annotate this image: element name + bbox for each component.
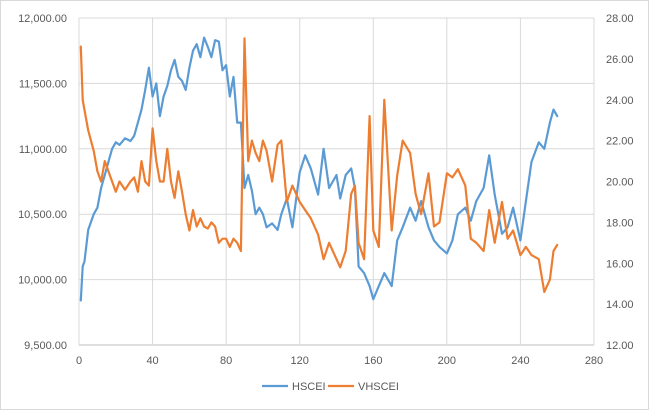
y2-tick-label: 22.00 <box>606 136 634 148</box>
y-tick-label: 11,000.00 <box>19 144 67 156</box>
gridlines <box>78 17 595 346</box>
x-tick-label: 40 <box>146 355 158 367</box>
y2-axis-ticks: 12.00 14.00 16.00 18.00 20.00 22.00 24.00 26.00… <box>606 13 634 352</box>
legend-label-vhscei: VHSCEI <box>358 381 399 393</box>
y2-tick-label: 24.00 <box>606 95 634 107</box>
y2-tick-label: 14.00 <box>606 299 634 311</box>
y2-tick-label: 26.00 <box>606 54 634 66</box>
series-line-vhscei <box>79 37 559 293</box>
legend: HSCEI VHSCEI <box>262 381 399 393</box>
x-tick-label: 200 <box>438 355 456 367</box>
y-tick-label: 9,500.00 <box>24 340 67 352</box>
y2-tick-label: 16.00 <box>606 258 634 270</box>
y2-tick-label: 18.00 <box>606 217 634 229</box>
x-tick-label: 0 <box>76 355 82 367</box>
y-axis-ticks: 9,500.00 10,000.00 10,500.00 11,000.00 11,50… <box>18 13 67 352</box>
series-line-hscei <box>79 36 559 302</box>
y-tick-label: 10,500.00 <box>18 209 67 221</box>
y2-tick-label: 28.00 <box>606 13 634 25</box>
y2-tick-label: 20.00 <box>606 177 634 189</box>
x-tick-label: 120 <box>291 355 309 367</box>
y-tick-label: 12,000.00 <box>18 13 67 25</box>
y2-tick-label: 12.00 <box>606 340 634 352</box>
x-axis-ticks: 0 40 80 120 160 200 240 280 <box>76 355 603 367</box>
x-tick-label: 240 <box>511 355 529 367</box>
legend-label-hscei: HSCEI <box>292 381 326 393</box>
series-lines <box>79 36 559 302</box>
x-tick-label: 280 <box>585 355 603 367</box>
x-tick-label: 80 <box>220 355 232 367</box>
x-tick-label: 160 <box>364 355 382 367</box>
y-tick-label: 11,500.00 <box>19 78 67 90</box>
y-tick-label: 10,000.00 <box>18 275 67 287</box>
